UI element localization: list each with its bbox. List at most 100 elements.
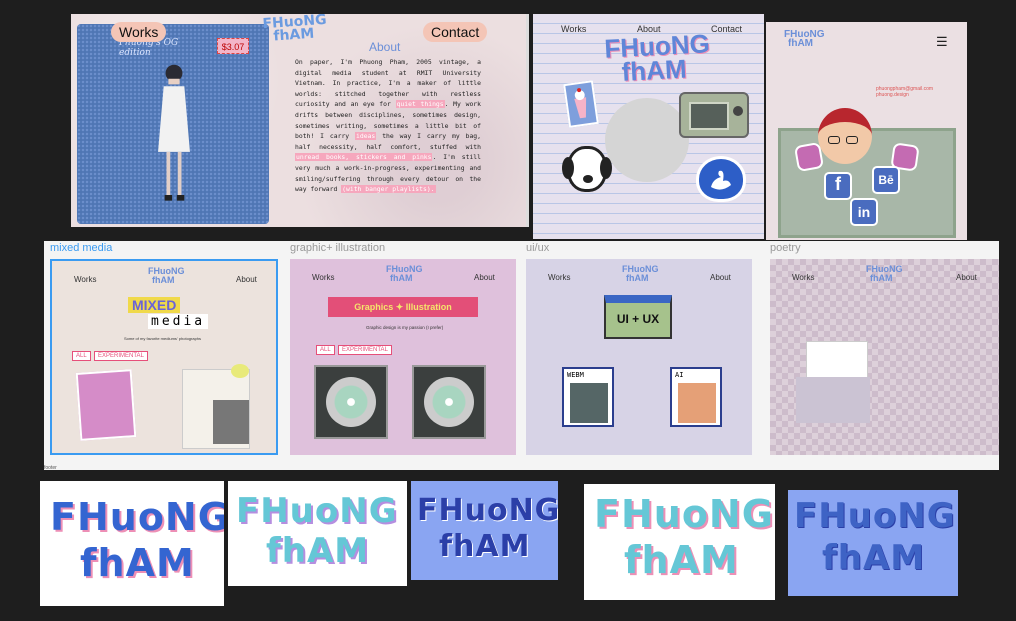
logo-variant-5: FHuoNG fhAM: [788, 490, 958, 596]
logo-line-2: fhAM: [788, 38, 813, 49]
logo-line-2: fhAM: [626, 273, 649, 283]
nav-works-link[interactable]: Works: [312, 273, 335, 282]
artwork-thumbnail[interactable]: [182, 364, 250, 449]
about-text-part: the way I carry my bag, half necessity, …: [295, 132, 481, 151]
category-label-graphic[interactable]: graphic+ illustration: [290, 242, 386, 254]
instagram-icon[interactable]: [793, 141, 825, 173]
logo-line-2: fhAM: [870, 273, 893, 283]
site-logo[interactable]: FHuoNG fhAM: [262, 14, 328, 45]
graphic-illustration-thumbnail[interactable]: Works FHuoNG fhAM About Graphics ✦ Illust…: [290, 259, 516, 455]
logo-line-1: FHuoNG: [236, 491, 398, 531]
email-note: phuongpham@gmail.com phuong.design: [876, 86, 936, 98]
works-gallery-screenshot: mixed media graphic+ illustration ui/ux …: [44, 241, 999, 470]
swan-heart-icon[interactable]: [696, 156, 746, 202]
vintage-photo-card: [77, 24, 269, 224]
filter-tag-all[interactable]: ALL: [316, 345, 335, 355]
cd-artwork-thumbnail[interactable]: [314, 365, 388, 439]
highlight-quiet-things: quiet things: [395, 100, 445, 109]
photo-caption: Phuong's OG edition: [119, 38, 179, 58]
uiux-thumbnail[interactable]: Works FHuoNG fhAM About UI + UX WEBM AI: [526, 259, 752, 455]
filter-tag-experimental[interactable]: EXPERIMENTAL: [338, 345, 392, 355]
cd-artwork-thumbnail[interactable]: [412, 365, 486, 439]
file-label-ai: AI: [675, 371, 684, 379]
logo-line-2: fhAM: [390, 273, 413, 283]
graphic-caption: Graphic design is my passion (I prefer): [366, 325, 444, 330]
dog-sticker-icon[interactable]: [562, 146, 612, 192]
avatar: [818, 108, 872, 164]
logo-line-1: FHuoNG: [148, 266, 185, 276]
about-page-screenshot: Phuong's OG edition $3.07 Works FHuoNG f…: [71, 14, 529, 227]
graphic-title: Graphics ✦ Illustration: [328, 297, 478, 317]
nav-works-link[interactable]: Works: [792, 273, 815, 282]
logo-line-1: FHuoNG: [794, 496, 956, 536]
nav-works-link[interactable]: Works: [548, 273, 571, 282]
logo-line-2: fhAM: [272, 25, 315, 45]
logo-line-2: fhAM: [152, 275, 175, 285]
facebook-icon[interactable]: f: [824, 172, 852, 200]
logo-line-1: FHuoNG: [594, 492, 774, 536]
site-logo[interactable]: FHuoNG fhAM: [866, 265, 903, 283]
nav-about-link[interactable]: About: [956, 273, 977, 282]
logo-line-2: fhAM: [620, 53, 688, 87]
site-logo[interactable]: FHuoNG fhAM: [148, 267, 185, 285]
site-logo[interactable]: FHuoNG fhAM: [386, 265, 423, 283]
about-text-part: . My work drifts between disciplines, so…: [295, 100, 481, 141]
email-note-line: phuongpham@gmail.com: [876, 86, 934, 92]
site-logo[interactable]: FHuoNG fhAM: [604, 28, 712, 87]
uiux-window-title: UI + UX: [604, 295, 672, 339]
mixed-title: MIXED: [128, 297, 181, 313]
about-text-part: On paper, I'm Phuong Pham, 2005 vintage,…: [295, 58, 481, 109]
milkshake-card-icon[interactable]: [563, 80, 599, 128]
category-label-poetry[interactable]: poetry: [770, 242, 801, 254]
media-title: media: [148, 314, 209, 329]
logo-line-1: FHuoNG: [386, 264, 423, 274]
logo-line-1: FHuoNG: [50, 495, 224, 539]
highlight-items: unread books, stickers and pinks: [295, 153, 433, 162]
nav-works-button[interactable]: Works: [111, 22, 167, 42]
poetry-thumbnail[interactable]: Works FHuoNG fhAM About: [770, 259, 999, 455]
mixed-caption: Some of my favorite mediums' photographs: [124, 336, 202, 341]
about-heading: About: [369, 40, 401, 54]
category-label-mixed-media[interactable]: mixed media: [50, 242, 113, 254]
linkedin-icon[interactable]: in: [850, 198, 878, 226]
logo-variant-4: FHuoNG fhAM: [584, 484, 775, 600]
camera-icon[interactable]: [679, 92, 749, 138]
logo-line-1: FHuoNG: [784, 29, 825, 40]
logo-line-1: FHuoNG: [417, 493, 558, 528]
behance-icon[interactable]: Bē: [872, 166, 900, 194]
logo-line-2: fhAM: [624, 538, 739, 582]
webm-file-icon[interactable]: WEBM: [562, 367, 614, 427]
nav-works-link[interactable]: Works: [74, 275, 97, 284]
artwork-thumbnail[interactable]: [75, 369, 137, 441]
logo-variant-2: FHuoNG fhAM: [228, 481, 407, 586]
logo-variant-1: FHuoNG fhAM: [40, 481, 224, 606]
category-label-uiux[interactable]: ui/ux: [526, 242, 550, 254]
logo-variant-3: FHuoNG fhAM: [411, 481, 558, 580]
nav-works-link[interactable]: Works: [561, 24, 587, 34]
site-logo[interactable]: FHuoNG fhAM: [784, 29, 825, 49]
profile-placeholder-circle: [605, 98, 689, 182]
filter-tag-experimental[interactable]: EXPERIMENTAL: [94, 351, 148, 361]
logo-line-2: fhAM: [266, 531, 370, 571]
logo-line-1: FHuoNG: [622, 264, 659, 274]
logo-line-2: fhAM: [80, 541, 195, 585]
filter-tag-all[interactable]: ALL: [72, 351, 91, 361]
site-logo[interactable]: FHuoNG fhAM: [622, 265, 659, 283]
about-text-part: . I'm still very much a work-in-progress…: [295, 153, 481, 194]
nav-contact-link[interactable]: Contact: [711, 24, 743, 34]
about-body-text: On paper, I'm Phuong Pham, 2005 vintage,…: [295, 57, 481, 195]
highlight-ideas: ideas: [355, 132, 377, 141]
footer-label: footer: [44, 465, 57, 470]
nav-about-link[interactable]: About: [637, 24, 661, 34]
scrollbar[interactable]: [526, 14, 529, 227]
nav-about-link[interactable]: About: [474, 273, 495, 282]
home-page-screenshot: Works About Contact FHuoNG fhAM: [533, 14, 764, 239]
contact-page-screenshot: FHuoNG fhAM ☰ phuongpham@gmail.com phuon…: [766, 22, 967, 240]
nav-about-link[interactable]: About: [236, 275, 257, 284]
ai-file-icon[interactable]: AI: [670, 367, 722, 427]
nav-about-link[interactable]: About: [710, 273, 731, 282]
nav-contact-button[interactable]: Contact: [423, 22, 488, 42]
hamburger-menu-icon[interactable]: ☰: [936, 34, 948, 49]
logo-line-2: fhAM: [439, 529, 531, 564]
mixed-media-thumbnail[interactable]: Works FHuoNG fhAM About MIXED media Some …: [50, 259, 278, 455]
